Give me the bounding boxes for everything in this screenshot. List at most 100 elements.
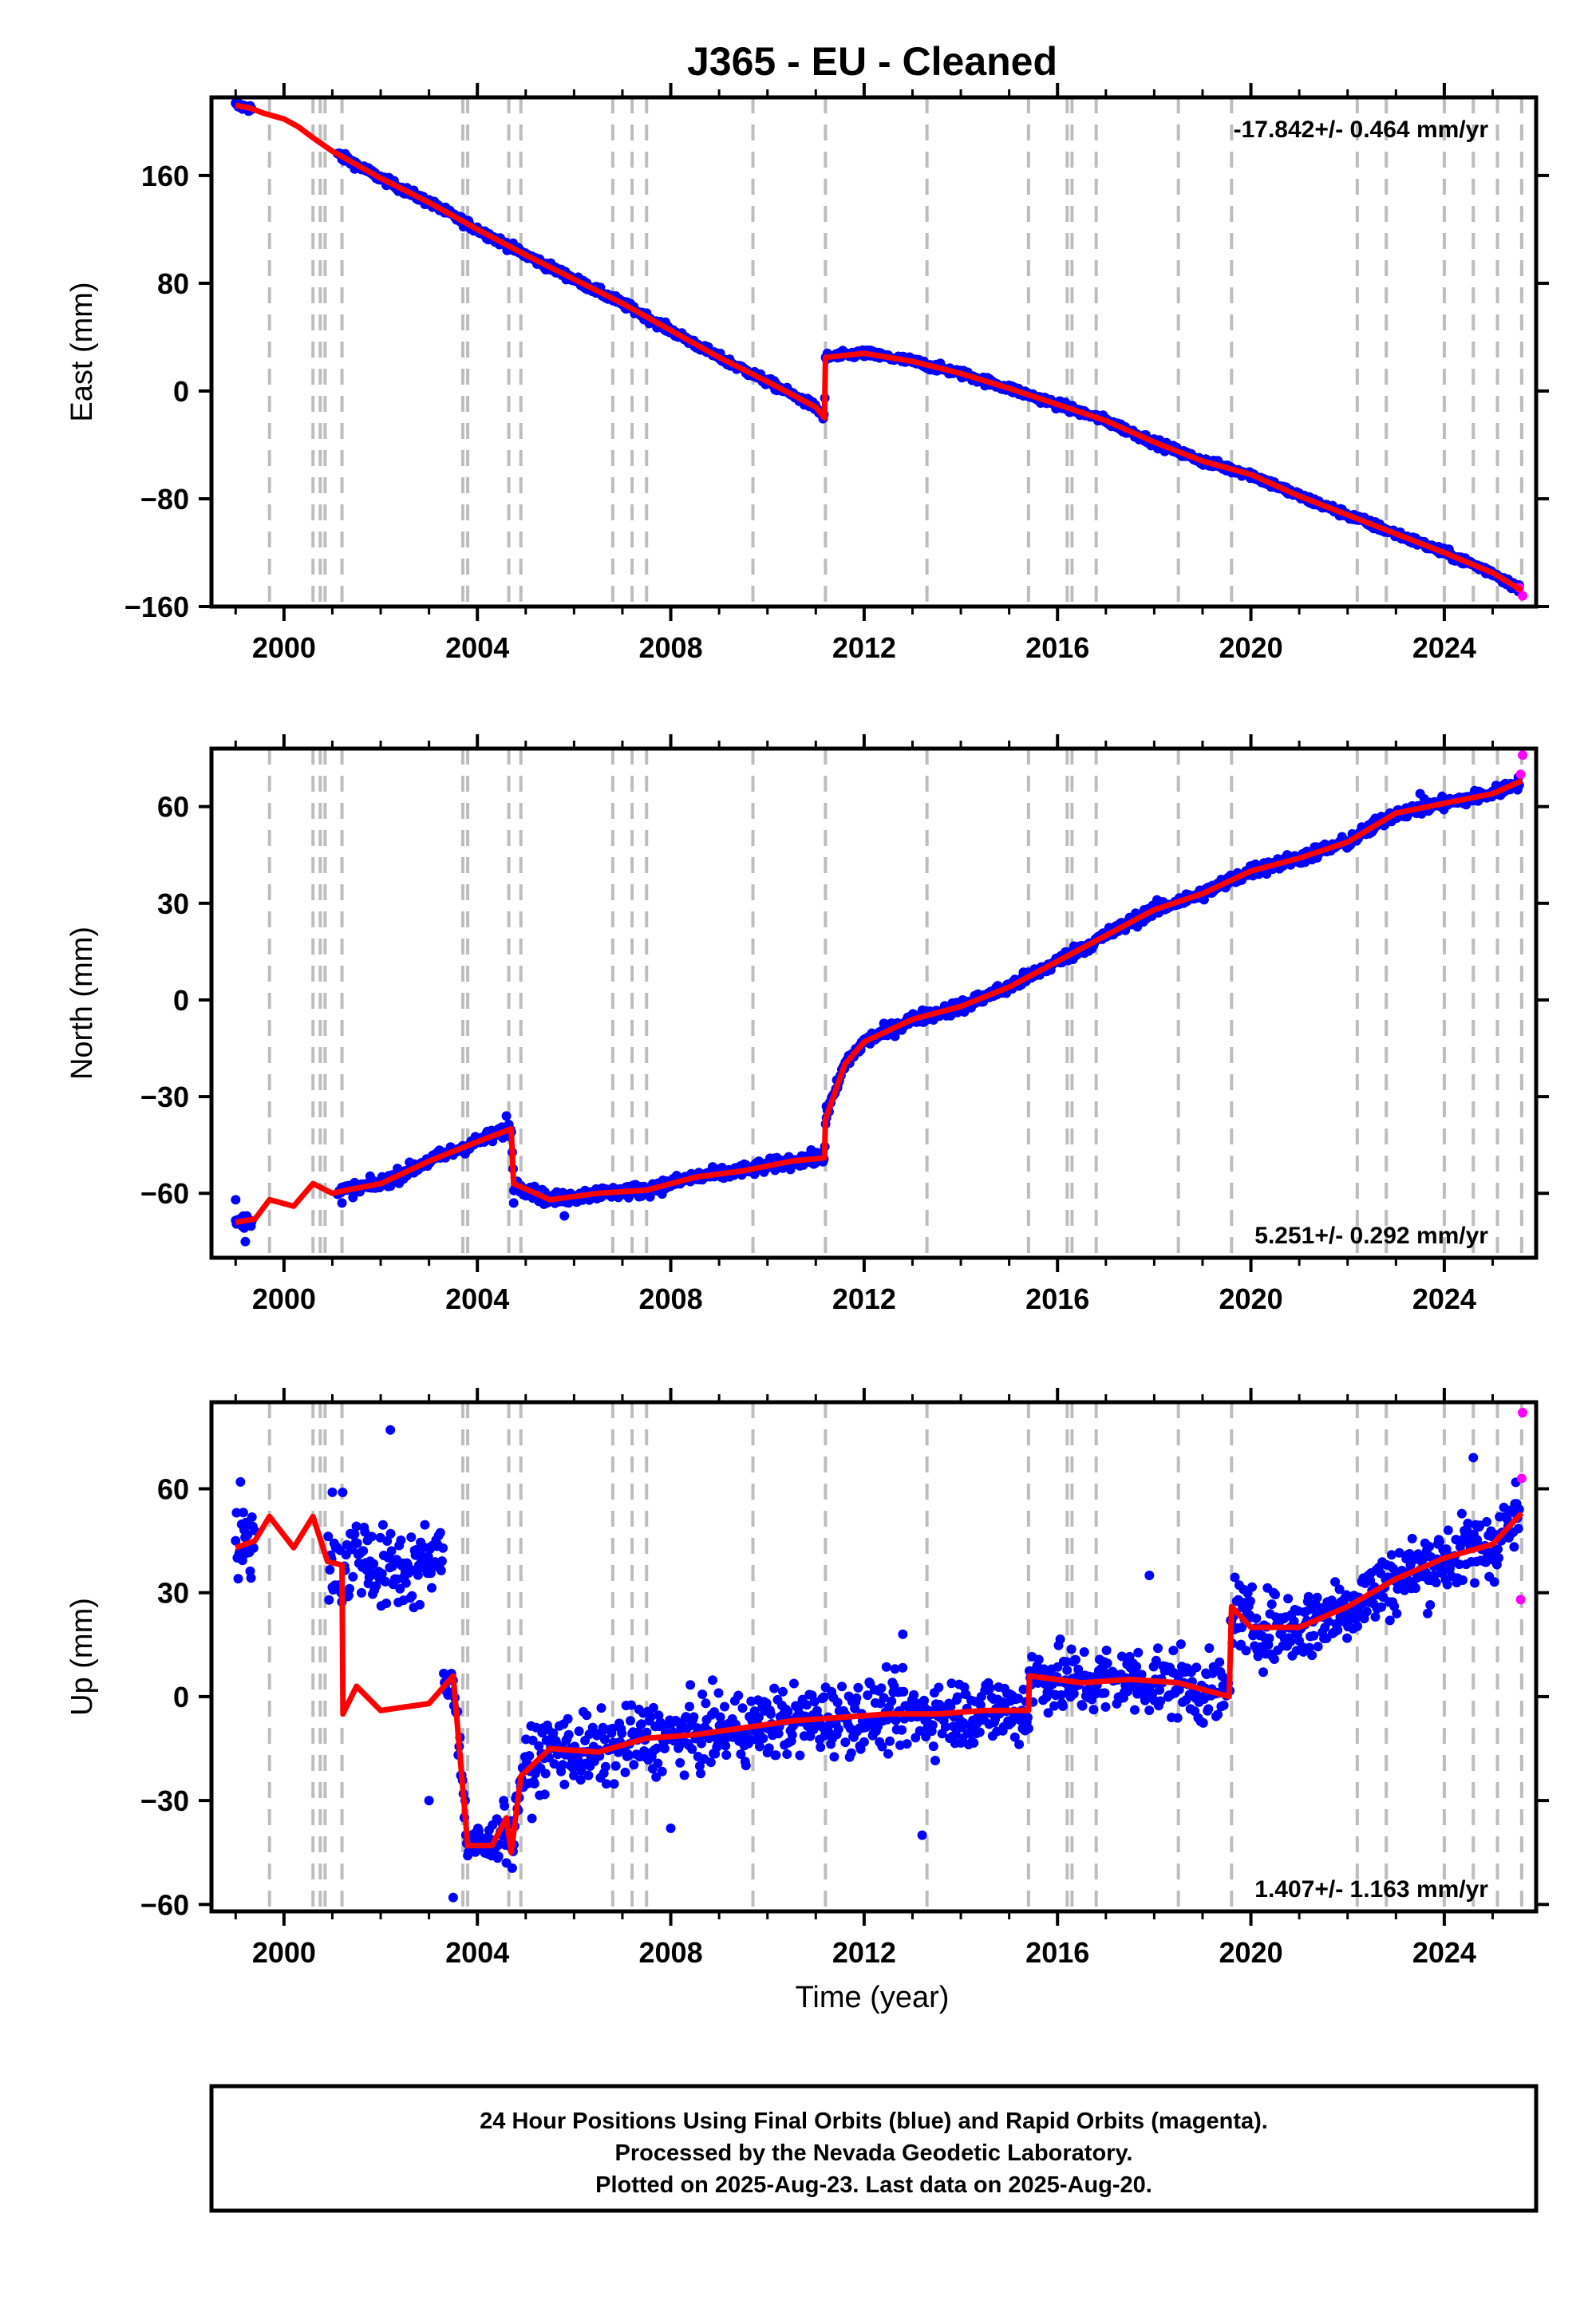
up-final-point	[881, 1662, 891, 1672]
up-final-point	[1237, 1622, 1247, 1633]
up-final-point	[235, 1476, 246, 1487]
up-final-point	[324, 1595, 334, 1605]
up-final-point	[1392, 1608, 1402, 1618]
up-final-point	[1482, 1516, 1491, 1527]
up-final-point	[721, 1741, 731, 1751]
up-final-point	[1316, 1603, 1326, 1613]
up-final-point	[883, 1749, 893, 1759]
up-final-point	[887, 1696, 897, 1706]
up-final-point	[629, 1760, 639, 1770]
up-final-point	[1023, 1723, 1033, 1733]
up-ytick-label: 60	[157, 1473, 189, 1506]
up-final-point	[1251, 1613, 1262, 1623]
up-final-point	[741, 1761, 751, 1771]
up-final-point	[819, 1692, 829, 1702]
up-final-point	[1215, 1657, 1225, 1667]
up-rate-label: 1.407+/- 1.163 mm/yr	[1254, 1876, 1488, 1903]
up-final-point	[369, 1559, 379, 1569]
up-final-point	[436, 1565, 446, 1575]
up-final-point	[1061, 1657, 1072, 1667]
east-ytick-label: 80	[157, 267, 189, 300]
up-final-point	[1077, 1701, 1088, 1711]
up-final-point	[879, 1693, 889, 1703]
up-final-point	[685, 1680, 696, 1690]
up-final-point	[1253, 1651, 1263, 1662]
north-ytick-label: −60	[140, 1177, 189, 1210]
up-final-point	[648, 1702, 658, 1713]
up-final-point	[1269, 1654, 1279, 1664]
up-final-point	[395, 1583, 405, 1594]
up-final-point	[563, 1729, 574, 1740]
up-final-point	[437, 1556, 447, 1567]
north-xtick-label: 2000	[252, 1282, 316, 1315]
east-frame	[209, 95, 1539, 609]
up-final-point	[1456, 1508, 1467, 1519]
up-final-point	[573, 1755, 583, 1765]
east-xtick-label: 2004	[445, 631, 509, 664]
up-final-point	[1241, 1646, 1251, 1656]
footer-line-2: Processed by the Nevada Geodetic Laborat…	[615, 2140, 1133, 2166]
north-panel: −60 −30 0 30 60 2000 2004 2008 2012 2016 2020 2024 N…	[65, 734, 1549, 1315]
up-final-point	[917, 1830, 927, 1840]
up-final-point	[1022, 1713, 1033, 1722]
up-final-point	[1079, 1647, 1089, 1657]
up-final-point	[642, 1727, 652, 1737]
up-final-point	[396, 1535, 406, 1545]
up-final-point	[919, 1695, 929, 1705]
east-rate-label: -17.842+/- 0.464 mm/yr	[1234, 117, 1489, 143]
up-xtick-label: 2024	[1412, 1936, 1476, 1969]
up-final-point	[705, 1757, 716, 1768]
up-final-point	[1423, 1608, 1432, 1618]
up-final-point	[1289, 1616, 1299, 1626]
north-xtick-label: 2024	[1412, 1282, 1476, 1315]
up-final-point	[325, 1565, 335, 1575]
up-final-point	[969, 1737, 979, 1748]
north-xtick-label: 2008	[639, 1282, 703, 1315]
up-final-point	[377, 1568, 387, 1579]
up-final-point	[1470, 1578, 1479, 1588]
north-xtick-label: 2016	[1025, 1282, 1089, 1315]
up-final-point	[407, 1591, 417, 1601]
up-final-point	[558, 1760, 568, 1770]
north-final-point	[559, 1211, 570, 1221]
up-final-point	[713, 1688, 724, 1698]
up-final-point	[381, 1599, 392, 1608]
up-final-points	[231, 1425, 1524, 1903]
up-final-point	[1389, 1601, 1400, 1611]
up-final-point	[715, 1712, 725, 1722]
north-ytick-label: 30	[157, 887, 189, 920]
up-final-point	[959, 1682, 970, 1693]
up-final-point	[1168, 1646, 1179, 1656]
up-final-point	[1309, 1630, 1319, 1641]
up-final-point	[1247, 1582, 1257, 1592]
up-final-point	[1307, 1650, 1317, 1661]
up-final-point	[940, 1721, 950, 1732]
up-final-point	[1069, 1689, 1079, 1699]
up-final-point	[607, 1723, 618, 1733]
up-final-point	[1144, 1705, 1155, 1716]
footer-line-3: Plotted on 2025-Aug-23. Last data on 202…	[595, 2172, 1152, 2198]
up-final-point	[352, 1538, 362, 1548]
up-final-point	[1323, 1616, 1333, 1626]
up-final-point	[736, 1749, 746, 1759]
north-final-point	[240, 1236, 251, 1247]
up-final-point	[675, 1757, 685, 1768]
east-ytick-label: 0	[173, 375, 189, 408]
up-xtick-label: 2008	[639, 1936, 703, 1969]
up-final-point	[233, 1574, 243, 1584]
up-final-point	[837, 1682, 847, 1692]
up-final-point	[448, 1892, 458, 1903]
up-final-point	[802, 1700, 812, 1710]
up-final-point	[1014, 1739, 1025, 1749]
up-final-point	[666, 1823, 676, 1833]
north-final-point	[501, 1111, 512, 1121]
up-final-point	[358, 1546, 369, 1556]
up-final-point	[247, 1512, 257, 1522]
east-xtick-label: 2000	[252, 631, 316, 664]
up-final-point	[1377, 1602, 1386, 1612]
up-final-point	[238, 1508, 248, 1518]
up-final-point	[755, 1741, 764, 1752]
east-xtick-label: 2024	[1412, 631, 1476, 664]
up-final-point	[1132, 1662, 1142, 1672]
